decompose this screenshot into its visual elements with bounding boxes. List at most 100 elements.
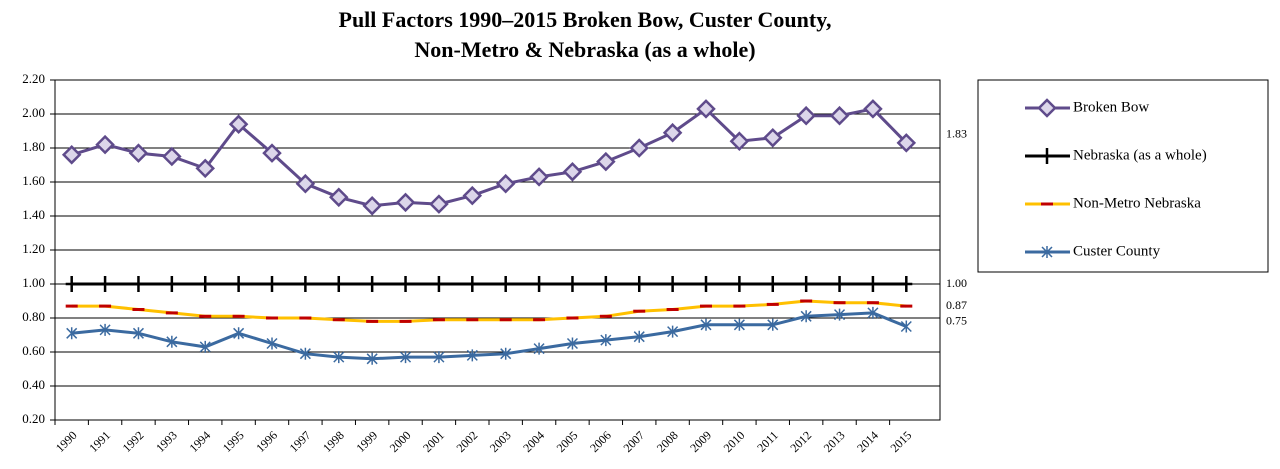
- data-point: [495, 173, 516, 194]
- data-point: [299, 276, 312, 292]
- data-point: [800, 276, 813, 292]
- data-point: [900, 320, 912, 333]
- data-point: [429, 194, 449, 214]
- y-tick-label: 1.80: [22, 139, 45, 154]
- data-point: [433, 351, 445, 364]
- y-tick-label: 0.80: [22, 309, 45, 324]
- x-tick-label: 1990: [53, 428, 80, 455]
- data-point: [266, 337, 278, 350]
- data-point: [128, 143, 149, 163]
- data-point: [61, 145, 82, 165]
- data-point: [599, 276, 612, 292]
- data-point: [65, 276, 78, 292]
- data-point: [500, 347, 512, 360]
- data-label: 0.87: [946, 298, 967, 312]
- data-point: [432, 276, 445, 292]
- x-tick-label: 2005: [554, 428, 581, 455]
- data-point: [262, 143, 282, 163]
- data-point: [533, 276, 546, 292]
- legend-label: Broken Bow: [1073, 99, 1149, 115]
- data-point: [696, 99, 716, 119]
- y-tick-label: 0.20: [22, 411, 45, 426]
- x-tick-label: 2011: [754, 428, 781, 455]
- data-point: [733, 318, 745, 331]
- data-point: [766, 276, 779, 292]
- data-point: [462, 185, 483, 206]
- data-point: [896, 133, 917, 153]
- data-point: [763, 128, 783, 148]
- x-tick-label: 2012: [787, 428, 814, 455]
- x-tick-label: 2014: [854, 428, 881, 455]
- data-point: [199, 276, 212, 292]
- series-line: [71, 106, 908, 208]
- data-point: [99, 276, 112, 292]
- data-point: [166, 335, 178, 348]
- data-point: [666, 276, 679, 292]
- legend-label: Nebraska (as a whole): [1073, 147, 1207, 163]
- series-line: [71, 311, 907, 361]
- y-tick-label: 1.40: [22, 207, 45, 222]
- x-tick-label: 1994: [186, 428, 213, 455]
- data-point: [199, 340, 211, 353]
- data-point: [333, 351, 345, 364]
- data-point: [466, 349, 478, 362]
- plot-area: [54, 79, 941, 421]
- data-point: [362, 196, 382, 216]
- data-point: [228, 114, 249, 134]
- data-point: [295, 173, 316, 194]
- data-point: [834, 308, 846, 321]
- data-point: [233, 327, 245, 340]
- data-point: [866, 276, 879, 292]
- x-tick-label: 2003: [487, 428, 514, 455]
- x-tick-label: 2002: [454, 428, 481, 455]
- x-tick-label: 2000: [387, 428, 414, 455]
- data-point: [162, 146, 182, 167]
- data-point: [332, 276, 345, 292]
- y-tick-label: 1.60: [22, 173, 45, 188]
- data-point: [329, 187, 349, 208]
- x-tick-label: 1999: [353, 428, 380, 455]
- data-point: [195, 158, 215, 179]
- data-point: [867, 306, 879, 319]
- x-tick-label: 1993: [153, 428, 180, 455]
- x-tick-label: 1998: [320, 428, 347, 455]
- x-tick-label: 1996: [253, 428, 280, 455]
- data-point: [232, 276, 245, 292]
- data-point: [366, 276, 379, 292]
- data-point: [729, 131, 750, 151]
- x-tick-label: 2008: [654, 428, 681, 455]
- data-point: [132, 327, 144, 340]
- data-point: [395, 192, 416, 213]
- data-point: [633, 276, 646, 292]
- data-point: [662, 122, 683, 143]
- data-point: [667, 325, 679, 338]
- legend-marker: [1037, 98, 1057, 118]
- legend-marker: [1041, 148, 1053, 164]
- y-tick-label: 2.00: [22, 105, 45, 120]
- x-tick-label: 1992: [120, 428, 147, 455]
- data-point: [833, 276, 846, 292]
- data-point: [562, 162, 583, 182]
- x-tick-label: 2006: [587, 428, 614, 455]
- x-tick-label: 2010: [721, 428, 748, 455]
- data-label: 1.83: [946, 127, 967, 141]
- data-point: [95, 134, 115, 155]
- data-point: [863, 99, 883, 119]
- data-point: [533, 342, 545, 355]
- data-point: [566, 276, 579, 292]
- data-point: [266, 276, 278, 292]
- data-point: [399, 276, 412, 292]
- data-point: [299, 347, 311, 360]
- chart-title: Non-Metro & Nebraska (as a whole): [414, 37, 755, 62]
- data-point: [700, 318, 712, 331]
- data-point: [366, 352, 378, 365]
- data-point: [733, 276, 746, 292]
- legend-marker: [1041, 246, 1053, 258]
- x-tick-label: 1995: [220, 428, 247, 455]
- data-point: [800, 310, 812, 323]
- data-point: [529, 167, 549, 187]
- y-tick-label: 2.20: [22, 71, 45, 86]
- x-tick-label: 2004: [520, 428, 547, 455]
- chart-title: Pull Factors 1990–2015 Broken Bow, Custe…: [339, 7, 832, 32]
